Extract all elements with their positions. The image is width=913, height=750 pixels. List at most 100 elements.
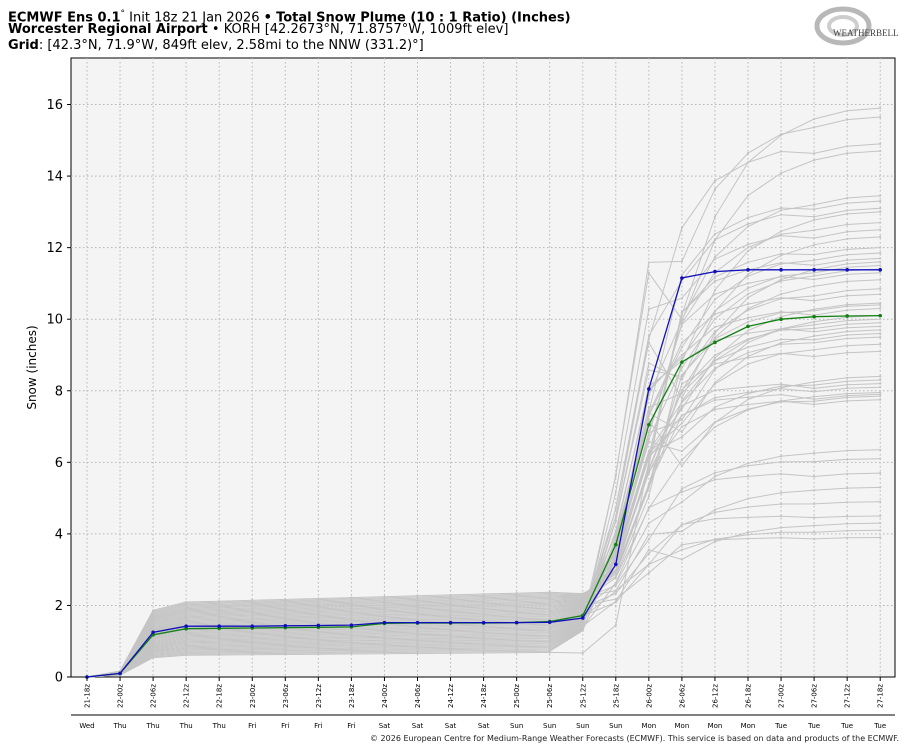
member-point xyxy=(251,638,254,641)
member-point xyxy=(284,641,287,644)
member-point xyxy=(746,194,750,197)
member-point xyxy=(251,600,254,603)
member-point xyxy=(251,641,254,644)
member-point xyxy=(416,651,419,654)
member-point xyxy=(317,615,320,618)
member-point xyxy=(813,294,816,297)
member-point xyxy=(846,486,849,490)
member-point xyxy=(879,335,882,339)
mean-point xyxy=(812,314,816,319)
member-point xyxy=(813,403,816,406)
member-point xyxy=(846,323,849,326)
member-point xyxy=(383,649,386,652)
member-point xyxy=(350,597,353,600)
member-point xyxy=(713,232,717,236)
day-label: Wed xyxy=(79,722,94,730)
member-point xyxy=(879,529,882,532)
member-point xyxy=(813,355,816,358)
member-point xyxy=(846,333,849,337)
member-point xyxy=(846,253,849,256)
member-point xyxy=(746,316,750,319)
member-point xyxy=(846,109,849,112)
member-point xyxy=(713,317,717,320)
member-point xyxy=(218,641,221,645)
member-point xyxy=(581,651,584,655)
header-line-1: ECMWF Ens 0.1° Init 18z 21 Jan 2026 • To… xyxy=(8,6,571,26)
member-point xyxy=(680,501,684,504)
member-point xyxy=(846,262,849,265)
y-tick-label: 14 xyxy=(46,170,63,185)
y-tick-label: 2 xyxy=(55,599,63,614)
member-point xyxy=(879,325,882,328)
member-point xyxy=(647,456,650,459)
member-point xyxy=(515,606,518,609)
member-point xyxy=(680,356,684,359)
member-point xyxy=(846,501,849,504)
control-point xyxy=(878,268,882,272)
member-point xyxy=(647,563,650,566)
x-tick-label: 23-12z xyxy=(315,684,323,708)
member-point xyxy=(813,320,816,323)
member-point xyxy=(614,506,617,509)
member-point xyxy=(680,318,684,321)
member-point xyxy=(879,194,882,197)
member-point xyxy=(713,362,717,365)
member-point xyxy=(581,594,584,598)
member-point xyxy=(317,640,320,643)
member-point xyxy=(350,619,353,622)
member-point xyxy=(813,348,816,351)
member-point xyxy=(879,264,882,267)
member-point xyxy=(548,602,551,605)
member-point xyxy=(416,648,419,652)
member-point xyxy=(813,229,816,232)
member-point xyxy=(152,645,155,649)
member-point xyxy=(416,631,419,634)
member-point xyxy=(713,471,717,474)
day-label: Mon xyxy=(641,722,656,730)
member-point xyxy=(813,489,816,492)
member-point xyxy=(515,602,518,606)
member-point xyxy=(879,395,882,398)
x-tick-label: 22-06z xyxy=(150,684,158,708)
member-point xyxy=(779,172,783,175)
model-name: ECMWF Ens 0.1 xyxy=(8,10,121,26)
x-tick-label: 26-00z xyxy=(645,684,653,708)
y-axis-label: Snow (inches) xyxy=(25,325,39,409)
member-point xyxy=(746,302,750,306)
member-point xyxy=(746,398,750,401)
member-point xyxy=(647,261,650,264)
member-point xyxy=(614,536,617,539)
member-point xyxy=(416,618,419,621)
member-point xyxy=(680,382,684,386)
member-point xyxy=(713,330,717,333)
member-point xyxy=(846,387,849,390)
member-point xyxy=(251,614,254,617)
member-point xyxy=(515,643,518,646)
member-point xyxy=(846,309,849,312)
member-point xyxy=(779,230,783,233)
member-point xyxy=(416,641,419,644)
member-point xyxy=(548,629,551,632)
control-point xyxy=(151,630,155,635)
member-point xyxy=(846,305,849,308)
member-point xyxy=(680,450,684,453)
member-point xyxy=(879,228,882,231)
member-point xyxy=(746,275,750,278)
member-point xyxy=(548,608,551,611)
member-point xyxy=(284,652,287,655)
member-point xyxy=(746,225,750,228)
member-point xyxy=(581,621,584,625)
member-point xyxy=(515,624,518,628)
member-point xyxy=(746,309,750,312)
member-point xyxy=(548,650,551,653)
member-point xyxy=(680,530,684,533)
member-point xyxy=(482,648,485,651)
member-point xyxy=(218,609,221,613)
member-point xyxy=(846,330,849,333)
member-point xyxy=(879,457,882,460)
member-point xyxy=(779,387,783,390)
member-point xyxy=(746,329,750,332)
member-point xyxy=(647,495,650,498)
member-point xyxy=(284,614,287,617)
member-point xyxy=(813,341,816,344)
